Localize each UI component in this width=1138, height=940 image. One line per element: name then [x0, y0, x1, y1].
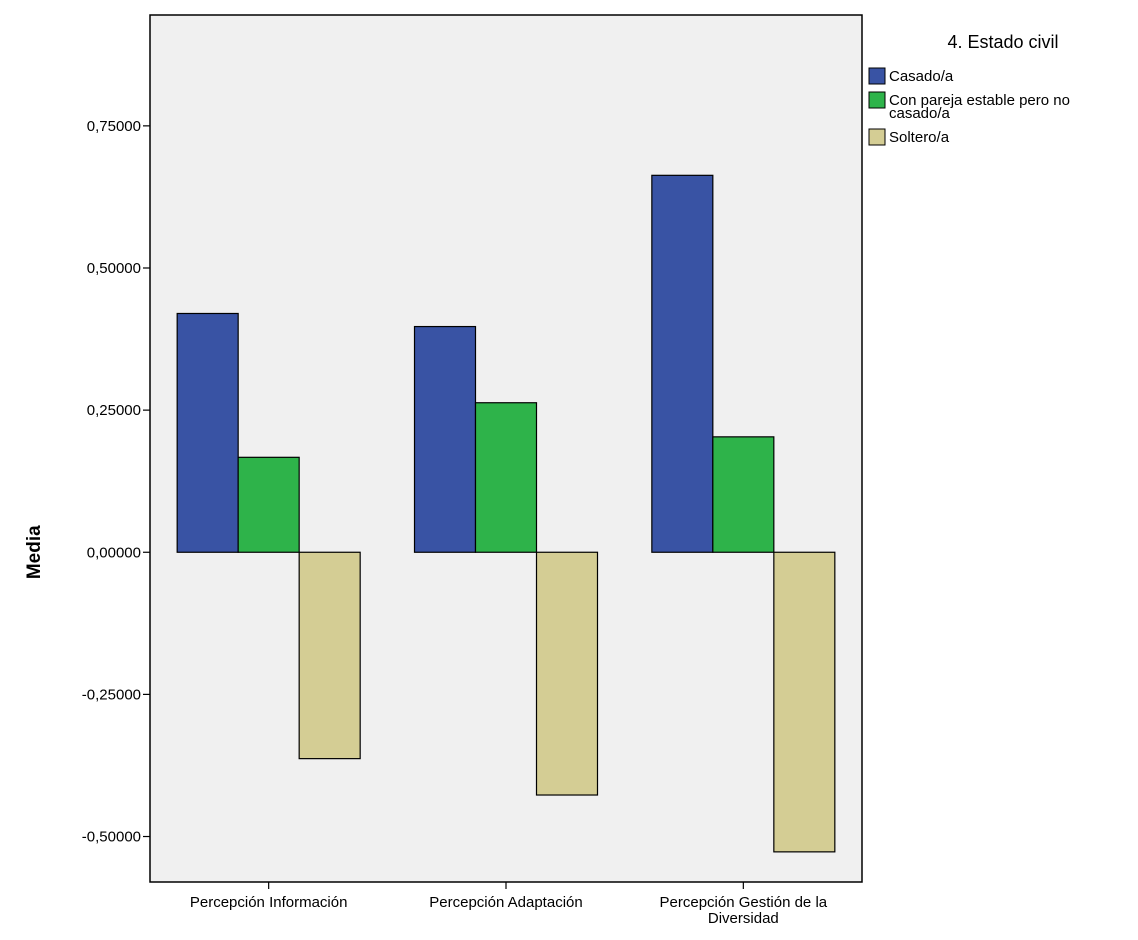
bar-soltero-1	[535, 551, 599, 796]
x-category-label-line: Percepción Adaptación	[429, 894, 582, 911]
legend-label: Con pareja estable pero no casado/a	[889, 92, 1070, 122]
x-category-label: Percepción Información	[190, 894, 348, 911]
x-category-label-line: Diversidad	[708, 910, 779, 927]
legend-swatch	[868, 67, 886, 85]
legend-label-line: Con pareja estable pero no	[889, 92, 1070, 109]
bar-casado-1	[413, 325, 477, 553]
bar-con-0	[237, 456, 300, 553]
x-category-label-line: Percepción Gestión de la	[660, 894, 828, 911]
x-category-label: Percepción Gestión de la Diversidad	[660, 894, 828, 927]
legend-label: Casado/a	[889, 68, 954, 85]
x-category-label-line: Percepción Información	[190, 894, 348, 911]
bar-soltero-0	[298, 551, 361, 760]
bar-con-2	[712, 436, 775, 553]
legend-swatch	[868, 91, 886, 109]
legend-label-line: casado/a	[889, 105, 951, 122]
bar-casado-2	[651, 174, 714, 553]
bar-soltero-2	[773, 551, 836, 853]
y-tick-label: -0,50000	[82, 829, 141, 846]
y-tick-label: 0,00000	[87, 544, 141, 561]
bar-con-1	[474, 402, 538, 553]
y-axis-label: Media	[24, 525, 45, 579]
legend-label-line: Casado/a	[889, 68, 954, 85]
x-axis: Percepción Información Percepción Adaptac…	[190, 882, 828, 927]
legend-title: 4. Estado civil	[947, 32, 1058, 52]
bars-group	[176, 174, 836, 853]
legend-label: Soltero/a	[889, 129, 950, 146]
legend-label-line: Soltero/a	[889, 129, 950, 146]
y-axis: 0,75000 0,50000 0,25000 0,00000 -0,25000 -0,5…	[82, 118, 150, 846]
bar-casado-0	[176, 312, 239, 553]
y-tick-label: 0,75000	[87, 118, 141, 135]
x-category-label: Percepción Adaptación	[429, 894, 582, 911]
y-tick-label: 0,50000	[87, 260, 141, 277]
legend: 4. Estado civil Casado/a Con pareja estab…	[868, 32, 1070, 146]
y-tick-label: 0,25000	[87, 402, 141, 419]
legend-swatch	[868, 128, 886, 146]
y-tick-label: -0,25000	[82, 686, 141, 703]
